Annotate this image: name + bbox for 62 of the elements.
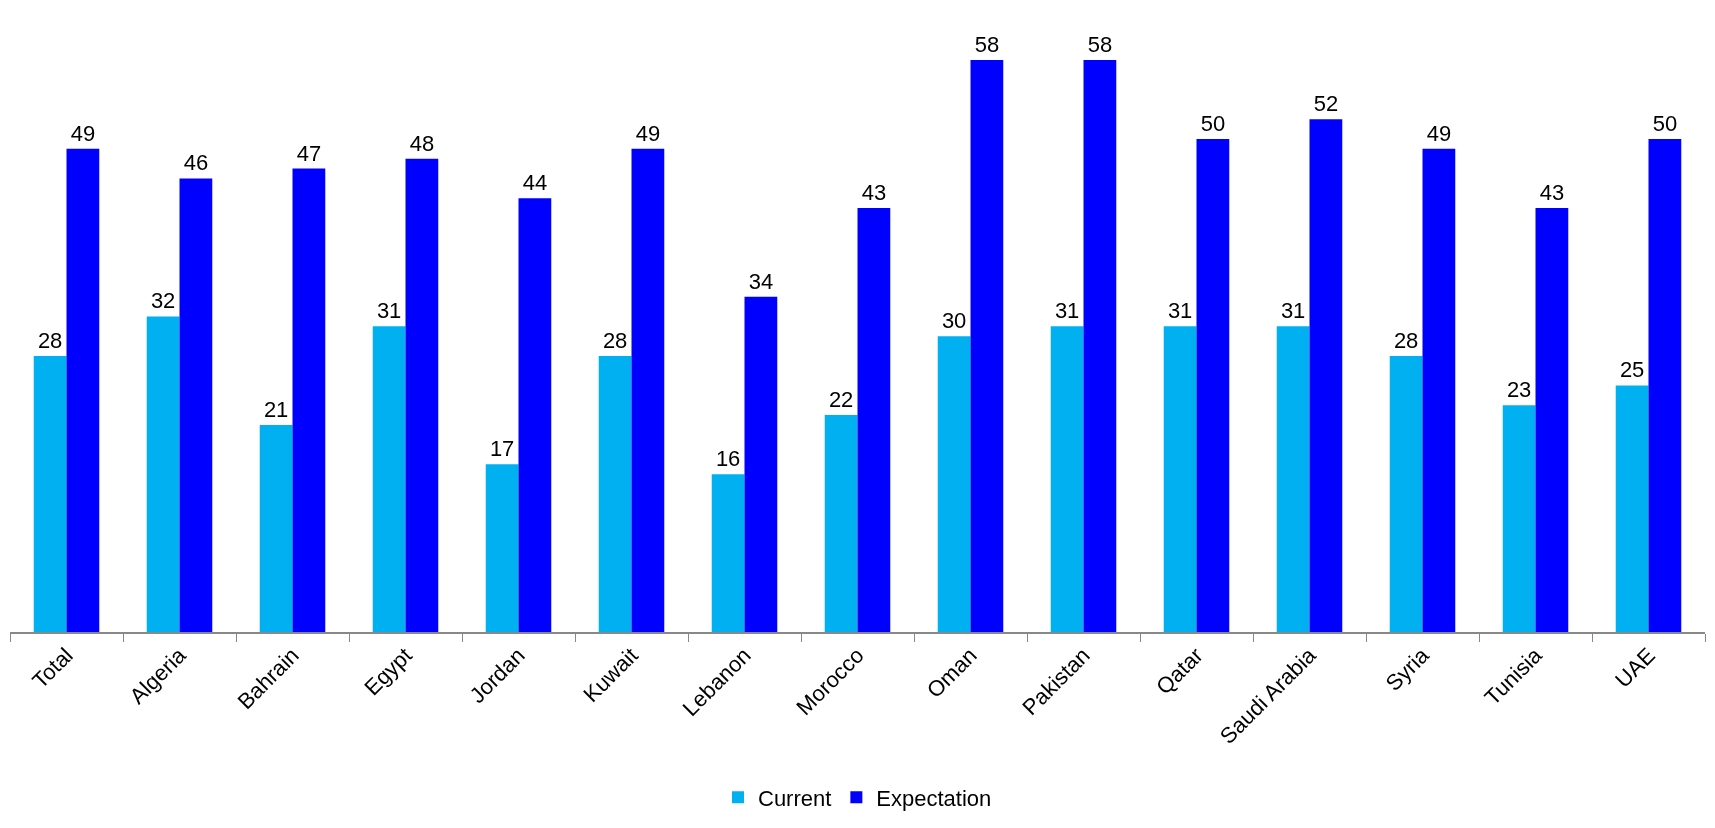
- bar: [146, 316, 180, 632]
- data-label: 34: [748, 268, 774, 294]
- legend-label: Expectation: [876, 785, 992, 811]
- bar: [259, 424, 293, 632]
- bar: [824, 415, 858, 632]
- bar: [405, 158, 439, 632]
- data-label: 31: [1167, 298, 1193, 324]
- bar: [33, 355, 67, 632]
- data-label: 21: [263, 396, 289, 422]
- data-label: 44: [522, 170, 548, 196]
- bar: [66, 148, 100, 632]
- bar: [711, 474, 745, 632]
- data-label: 28: [602, 327, 628, 353]
- data-label: 46: [183, 150, 209, 176]
- data-label: 48: [409, 130, 435, 156]
- data-label: 17: [489, 436, 515, 462]
- bar: [1389, 355, 1423, 632]
- data-label: 23: [1506, 377, 1532, 403]
- data-label: 52: [1313, 91, 1339, 117]
- data-label: 22: [828, 387, 854, 413]
- bar: [485, 464, 519, 632]
- bar: [631, 148, 665, 632]
- bar: [1502, 405, 1536, 632]
- bar: [1083, 60, 1117, 632]
- bar: [1163, 326, 1197, 632]
- data-label: 50: [1652, 110, 1678, 136]
- bar: [1422, 148, 1456, 632]
- bar: [292, 168, 326, 632]
- bar: [372, 326, 406, 632]
- data-label: 43: [1539, 180, 1565, 206]
- data-label: 47: [296, 140, 322, 166]
- data-label: 58: [1087, 32, 1113, 58]
- data-label: 58: [974, 32, 1000, 58]
- bar: [1535, 208, 1569, 632]
- bar: [970, 60, 1004, 632]
- data-label: 16: [715, 446, 741, 472]
- bar: [1648, 138, 1682, 632]
- bar: [937, 336, 971, 632]
- bar: [1309, 119, 1343, 632]
- data-label: 49: [635, 120, 661, 146]
- bar: [857, 208, 891, 632]
- bar: [744, 296, 778, 632]
- data-label: 50: [1200, 110, 1226, 136]
- data-label: 31: [1280, 298, 1306, 324]
- data-label: 30: [941, 308, 967, 334]
- data-label: 31: [1054, 298, 1080, 324]
- data-label: 49: [70, 120, 96, 146]
- legend-label: Current: [758, 785, 832, 811]
- bar: [179, 178, 213, 632]
- data-label: 43: [861, 180, 887, 206]
- bar: [1615, 385, 1649, 632]
- data-label: 25: [1619, 357, 1645, 383]
- data-label: 32: [150, 288, 176, 314]
- data-label: 49: [1426, 120, 1452, 146]
- data-label: 28: [1393, 327, 1419, 353]
- bar: [598, 355, 632, 632]
- bar: [1196, 138, 1230, 632]
- bar: [518, 198, 552, 632]
- data-label: 28: [37, 327, 63, 353]
- bar: [1050, 326, 1084, 632]
- data-label: 31: [376, 298, 402, 324]
- bar: [1276, 326, 1310, 632]
